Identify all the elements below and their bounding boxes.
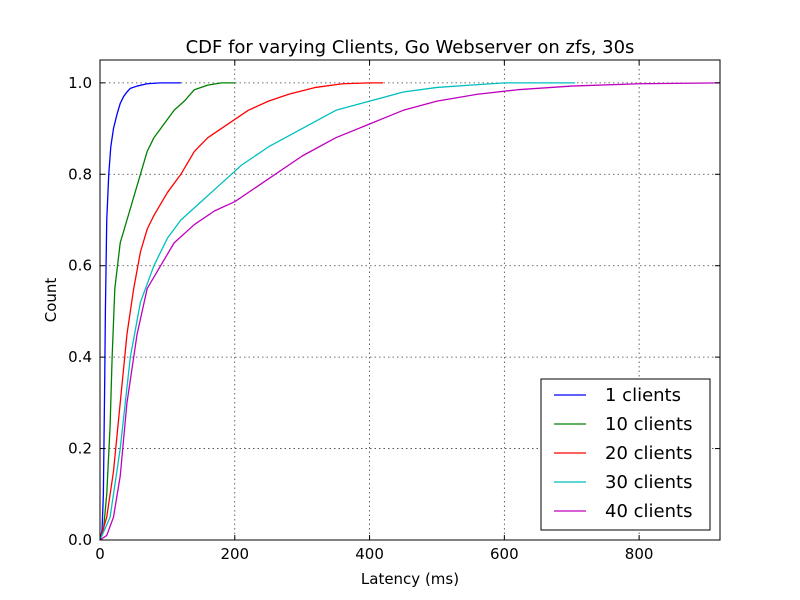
y-tick-label: 0.8 xyxy=(68,165,92,183)
axis-ticks: 0 200 400 600 800 0.0 0.2 0.4 0.6 0.8 1.0 xyxy=(68,60,720,563)
x-tick-label: 600 xyxy=(490,545,519,563)
series-line-3 xyxy=(99,82,576,541)
grid-lines xyxy=(100,60,720,540)
legend-label-1: 10 clients xyxy=(605,414,692,435)
x-tick-label: 0 xyxy=(95,545,105,563)
legend: 1 clients 10 clients 20 clients 30 clients 4… xyxy=(540,378,711,531)
y-tick-label: 0.6 xyxy=(68,257,92,275)
series-line-1 xyxy=(99,82,235,541)
chart-title: CDF for varying Clients, Go Webserver on… xyxy=(186,37,635,58)
legend-label-3: 30 clients xyxy=(605,472,692,493)
x-axis-label: Latency (ms) xyxy=(361,570,459,588)
legend-box xyxy=(540,378,711,531)
y-tick-label: 0.0 xyxy=(68,531,92,549)
series-line-0 xyxy=(99,82,181,541)
y-axis-label: Count xyxy=(42,278,60,323)
y-tick-label: 1.0 xyxy=(68,74,92,92)
y-tick-label: 0.2 xyxy=(68,440,92,458)
x-tick-label: 200 xyxy=(220,545,249,563)
series-line-4 xyxy=(99,82,721,541)
x-tick-label: 800 xyxy=(625,545,654,563)
y-tick-label: 0.4 xyxy=(68,348,92,366)
series-line-2 xyxy=(99,82,384,541)
legend-label-4: 40 clients xyxy=(605,501,692,522)
legend-label-2: 20 clients xyxy=(605,443,692,464)
plot-frame xyxy=(99,59,721,541)
legend-label-0: 1 clients xyxy=(605,385,681,406)
x-tick-label: 400 xyxy=(355,545,384,563)
series-lines xyxy=(99,82,721,541)
